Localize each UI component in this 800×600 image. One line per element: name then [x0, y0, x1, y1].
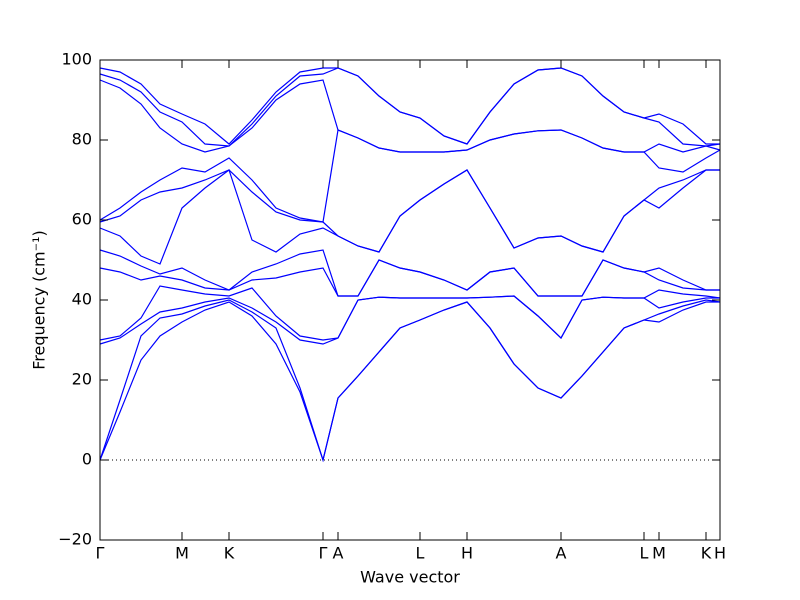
- x-tick-label: H: [461, 544, 473, 563]
- x-tick-label: L: [416, 544, 425, 563]
- plot-frame: [99, 59, 721, 541]
- band-line: [99, 249, 720, 297]
- x-tick-label: Γ: [319, 544, 328, 563]
- x-axis-label: Wave vector: [360, 568, 460, 587]
- y-tick-label: 0: [82, 450, 92, 469]
- x-tick-label: M: [175, 544, 189, 563]
- x-tick-label: K: [701, 544, 712, 563]
- band-line: [99, 169, 720, 253]
- band-line: [99, 299, 721, 463]
- y-tick-label: 40: [72, 290, 92, 309]
- band-line: [99, 285, 721, 341]
- y-tick-label: 20: [72, 370, 92, 389]
- y-axis-label: Frequency (cm⁻¹): [30, 230, 49, 369]
- x-tick-label: Γ: [96, 544, 105, 563]
- x-tick-label: A: [556, 544, 567, 563]
- y-tick-label: −20: [58, 530, 92, 549]
- y-tick-label: 100: [61, 50, 92, 69]
- x-tick-label: M: [652, 544, 666, 563]
- y-tick-label: 80: [72, 130, 92, 149]
- band-line: [99, 67, 720, 145]
- x-tick-label: H: [714, 544, 726, 563]
- band-line: [99, 79, 721, 153]
- y-tick-label: 60: [72, 210, 92, 229]
- x-tick-label: K: [224, 544, 235, 563]
- x-tick-label: L: [640, 544, 649, 563]
- x-tick-label: A: [333, 544, 344, 563]
